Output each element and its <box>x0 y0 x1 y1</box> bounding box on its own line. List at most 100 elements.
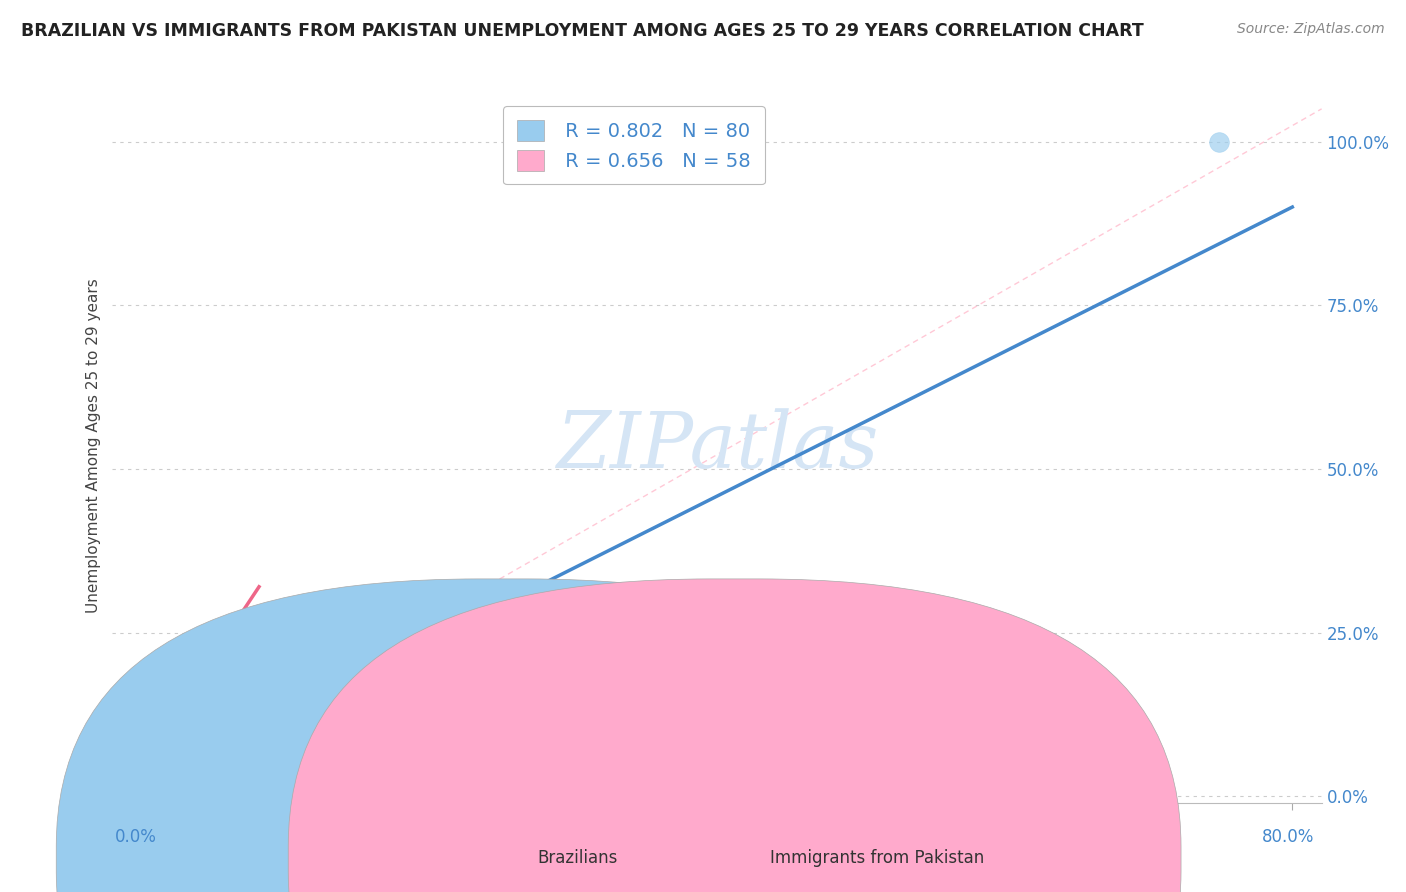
Point <box>125 760 148 774</box>
Point <box>136 739 159 754</box>
Text: Source: ZipAtlas.com: Source: ZipAtlas.com <box>1237 22 1385 37</box>
Point <box>110 780 132 794</box>
Point <box>124 763 146 777</box>
Point <box>110 782 132 797</box>
Point <box>128 715 150 730</box>
Point <box>139 734 162 748</box>
Point <box>160 698 183 712</box>
Point <box>131 750 153 764</box>
Point <box>122 764 145 779</box>
Y-axis label: Unemployment Among Ages 25 to 29 years: Unemployment Among Ages 25 to 29 years <box>86 278 101 614</box>
Point <box>131 750 153 764</box>
Point <box>152 711 174 725</box>
Point <box>108 787 131 801</box>
Point <box>165 690 187 704</box>
Point <box>127 757 149 772</box>
Point <box>132 747 155 762</box>
Point <box>108 787 131 801</box>
Point <box>121 742 143 756</box>
Point <box>117 773 139 788</box>
Point <box>135 742 157 756</box>
Point <box>117 772 139 787</box>
Point <box>110 786 132 800</box>
Point <box>146 723 169 738</box>
Point <box>112 781 135 796</box>
Point <box>115 760 138 774</box>
Point <box>127 757 149 772</box>
Point <box>121 768 143 782</box>
Point <box>110 786 132 800</box>
Point <box>112 771 135 785</box>
Point <box>125 726 148 740</box>
Point <box>120 770 142 784</box>
Point <box>111 776 134 790</box>
Point <box>108 786 131 800</box>
Point <box>117 775 139 789</box>
Point <box>112 770 135 784</box>
Point <box>108 789 131 804</box>
Point <box>114 782 136 797</box>
Point <box>115 776 138 790</box>
Point <box>120 771 142 785</box>
Point <box>131 706 153 720</box>
Point <box>156 706 179 720</box>
Point <box>108 789 131 804</box>
Point <box>115 776 138 790</box>
Point <box>108 785 131 799</box>
Point <box>115 762 138 776</box>
Point <box>120 771 142 785</box>
Point <box>114 777 136 791</box>
Point <box>142 731 165 745</box>
Point <box>108 786 131 800</box>
Point <box>124 733 146 747</box>
Point <box>129 753 152 767</box>
Text: Immigrants from Pakistan: Immigrants from Pakistan <box>770 849 984 867</box>
Point <box>132 747 155 762</box>
Point <box>170 679 193 693</box>
Point <box>111 782 134 797</box>
Point <box>159 700 181 714</box>
Point <box>120 748 142 763</box>
Point <box>114 764 136 779</box>
Point <box>110 780 132 794</box>
Point <box>128 755 150 769</box>
Point <box>129 753 152 767</box>
Point <box>135 743 157 757</box>
Legend:  R = 0.802   N = 80,  R = 0.656   N = 58: R = 0.802 N = 80, R = 0.656 N = 58 <box>503 106 765 185</box>
Point <box>121 743 143 757</box>
Point <box>138 737 160 751</box>
Point <box>111 784 134 798</box>
Point <box>112 780 135 794</box>
Point <box>115 757 138 772</box>
Point <box>117 753 139 767</box>
Point <box>110 785 132 799</box>
Point <box>112 772 135 787</box>
Point <box>125 728 148 742</box>
Point <box>111 784 134 798</box>
Point <box>148 718 170 732</box>
Point <box>121 766 143 780</box>
Point <box>125 760 148 774</box>
Point <box>110 782 132 797</box>
Point <box>112 771 135 785</box>
Point <box>115 775 138 789</box>
Point <box>112 781 135 796</box>
Point <box>114 765 136 780</box>
Point <box>117 772 139 787</box>
Point <box>110 780 132 794</box>
Point <box>114 779 136 793</box>
Point <box>122 738 145 752</box>
Text: BRAZILIAN VS IMMIGRANTS FROM PAKISTAN UNEMPLOYMENT AMONG AGES 25 TO 29 YEARS COR: BRAZILIAN VS IMMIGRANTS FROM PAKISTAN UN… <box>21 22 1144 40</box>
Point <box>108 789 131 803</box>
Point <box>111 776 134 790</box>
Point <box>117 755 139 769</box>
Point <box>124 731 146 746</box>
Point <box>115 776 138 790</box>
Point <box>138 737 160 751</box>
Point <box>135 742 157 756</box>
Point <box>150 714 173 728</box>
Point <box>110 776 132 790</box>
Point <box>128 764 150 779</box>
Point <box>108 784 131 798</box>
Point <box>108 788 131 802</box>
